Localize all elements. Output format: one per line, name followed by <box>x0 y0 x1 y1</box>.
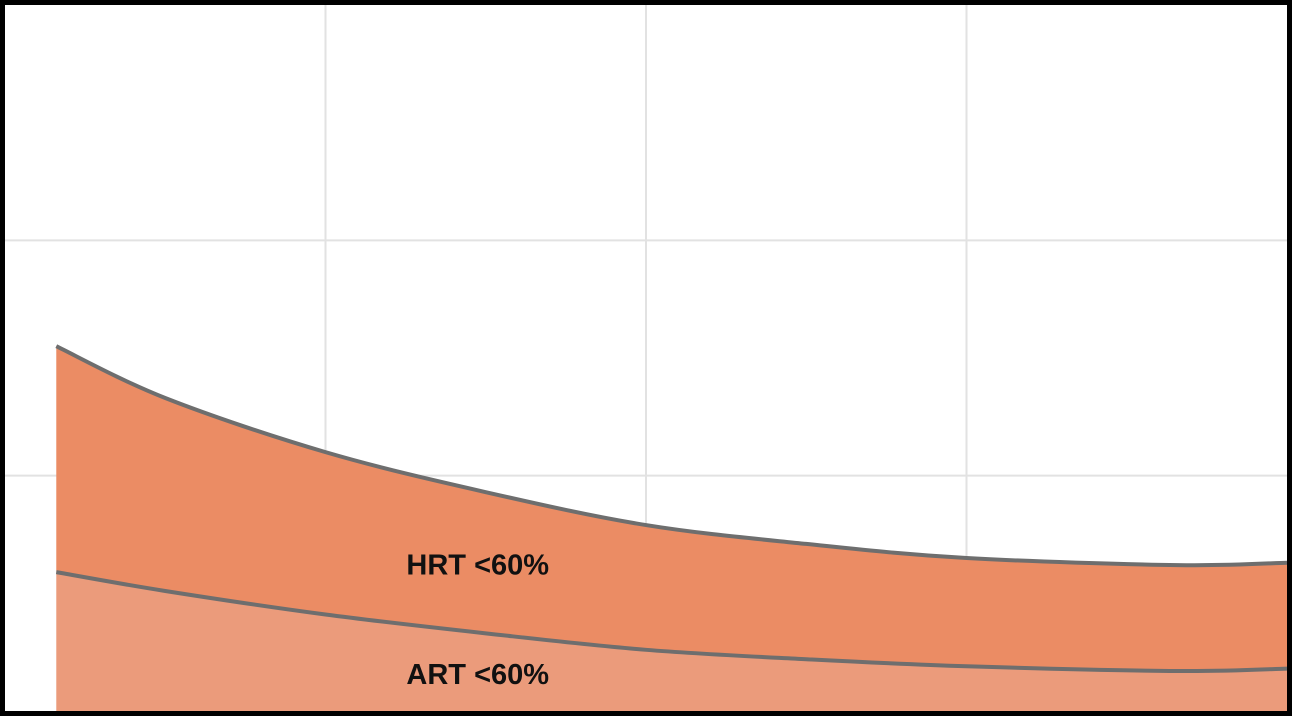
series-label: ART <60% <box>406 659 549 691</box>
series-labels: ART <60% HRT <60% <box>406 549 549 690</box>
plot-area <box>55 344 1288 711</box>
area <box>56 572 1287 711</box>
area-line <box>55 344 1288 568</box>
area-line <box>55 570 1288 674</box>
area <box>56 346 1287 672</box>
series-label: HRT <60% <box>406 549 549 581</box>
